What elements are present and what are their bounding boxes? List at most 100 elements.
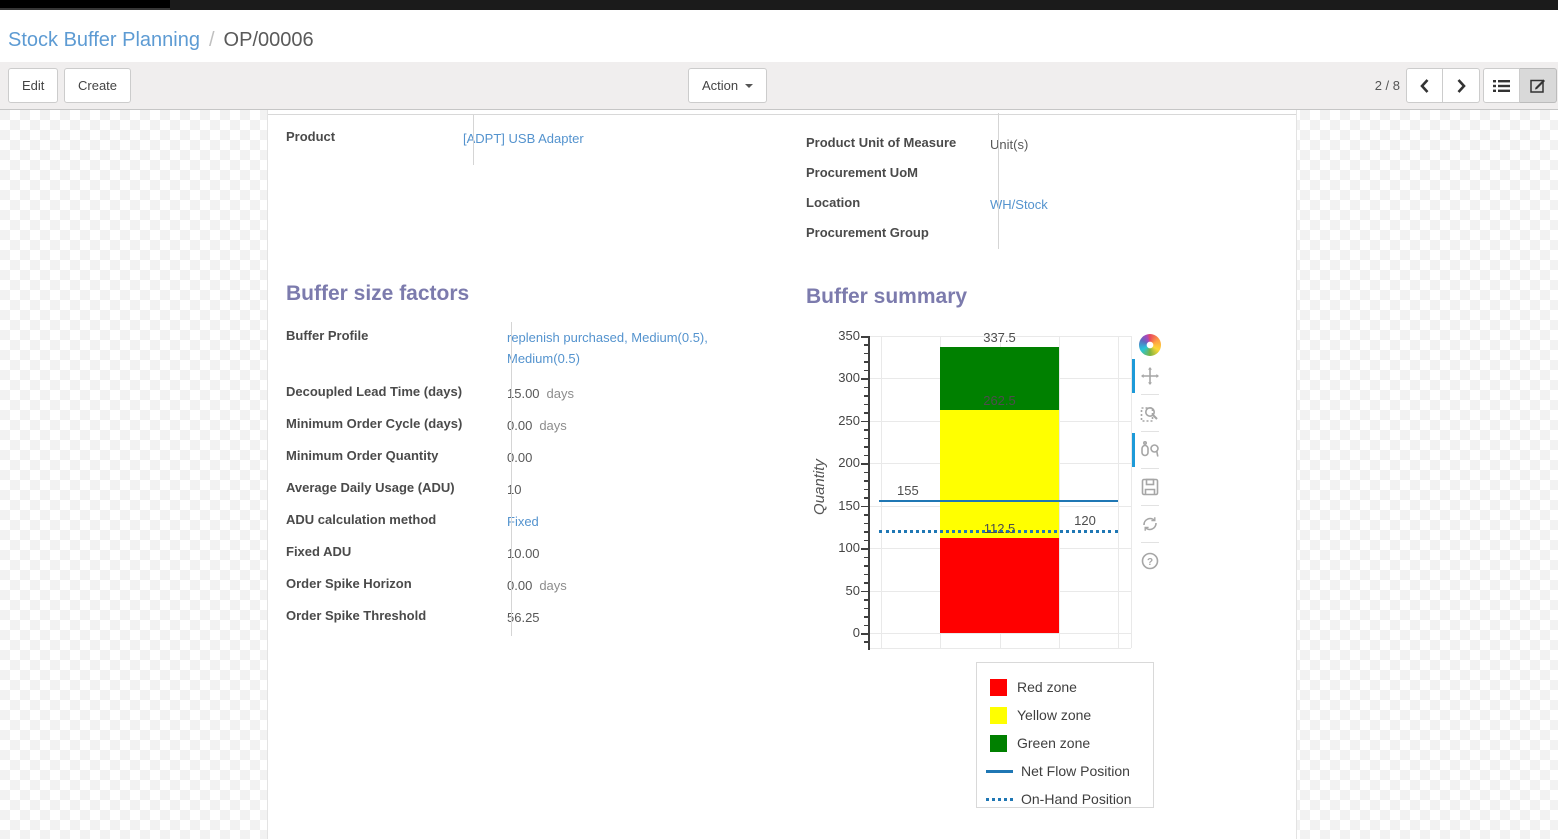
on-hand-position-line[interactable] — [879, 530, 1118, 534]
compare-hover-button[interactable] — [1132, 433, 1168, 467]
y-tick-minor — [863, 480, 868, 482]
field-value: 56.25 — [493, 608, 763, 629]
legend-item[interactable]: Red zone — [990, 673, 1153, 701]
reset-axes-icon — [1143, 517, 1157, 531]
field-value: 10.00 — [493, 544, 763, 565]
help-icon: ? — [1141, 552, 1159, 570]
y-tick-major — [861, 420, 868, 423]
field-value-link[interactable]: Fixed — [507, 514, 539, 529]
y-tick-minor — [863, 437, 868, 440]
buffer-factors-group: Buffer Profile replenish purchased, Mediu… — [286, 322, 781, 636]
save-snapshot-button[interactable] — [1132, 471, 1168, 503]
y-tick-minor — [863, 352, 868, 355]
y-tick-minor — [863, 531, 868, 533]
zone-yellow-zone[interactable] — [940, 410, 1059, 538]
y-tick-minor — [863, 624, 868, 626]
legend-label: Red zone — [1017, 679, 1077, 695]
column-divider — [998, 113, 999, 249]
field-label: Order Spike Threshold — [286, 608, 427, 623]
chevron-right-icon — [1457, 78, 1466, 93]
y-tick-minor — [863, 565, 868, 567]
y-tick-minor — [863, 471, 868, 474]
field-row: Product Unit of Measure Unit(s) — [806, 131, 1296, 161]
modebar-separator — [1141, 394, 1159, 395]
y-tick-label: 100 — [838, 540, 860, 556]
y-tick-minor — [863, 514, 868, 516]
modebar-separator — [1141, 542, 1159, 543]
pager-next-button[interactable] — [1443, 68, 1480, 103]
form-view-button[interactable] — [1520, 68, 1557, 103]
legend-label: Net Flow Position — [1021, 763, 1130, 779]
create-button[interactable]: Create — [64, 68, 132, 103]
field-label: Product Unit of Measure — [806, 135, 957, 150]
active-indicator — [1132, 359, 1135, 393]
zone-green-zone[interactable] — [940, 346, 1059, 411]
list-view-button[interactable] — [1483, 68, 1520, 103]
reset-axes-button[interactable] — [1132, 508, 1168, 540]
field-value-link[interactable]: replenish purchased, Medium(0.5), Medium… — [507, 330, 708, 366]
pan-button[interactable] — [1132, 359, 1168, 393]
field-row: Procurement UoM — [806, 161, 1296, 191]
field-value: replenish purchased, Medium(0.5), Medium… — [493, 328, 763, 370]
legend-swatch-square — [990, 678, 1007, 696]
field-label: ADU calculation method — [286, 512, 437, 527]
legend-swatch-square — [990, 706, 1007, 724]
field-row: Fixed ADU 10.00 — [286, 538, 781, 570]
field-row: Average Daily Usage (ADU) 10 — [286, 474, 781, 506]
pager-previous-button[interactable] — [1406, 68, 1443, 103]
field-row: Minimum Order Cycle (days) 0.00 days — [286, 410, 781, 442]
y-tick-major — [861, 548, 868, 550]
product-info-group-right: Product Unit of Measure Unit(s) Procuremen… — [806, 113, 1296, 251]
field-value-text: 10 — [507, 482, 522, 497]
zone-red-zone[interactable] — [940, 537, 1059, 633]
field-unit-suffix: days — [539, 578, 567, 593]
action-dropdown-button[interactable]: Action — [688, 68, 768, 103]
field-label: Average Daily Usage (ADU) — [286, 480, 455, 495]
chart-legend: Red zone Yellow zone Green zone Net Flow Po… — [976, 662, 1154, 808]
y-tick-major — [861, 505, 868, 508]
help-button[interactable]: ? — [1132, 545, 1168, 577]
chart-plot-area[interactable]: 0 50 100 150 200 250 300 350 155 120 112.5 262.5 337… — [838, 328, 1132, 650]
field-value: 10 — [493, 480, 763, 501]
net-flow-position-line[interactable] — [879, 500, 1118, 503]
svg-text:?: ? — [1147, 557, 1153, 568]
top-menu-strip — [0, 0, 1558, 10]
y-tick-label: 300 — [838, 370, 860, 386]
field-value-text: 15.00 — [507, 386, 540, 401]
breadcrumb-bar: Stock Buffer Planning / OP/00006 — [0, 10, 1558, 62]
plotly-logo-icon[interactable] — [1132, 330, 1168, 360]
y-tick-minor — [863, 395, 868, 397]
field-value-text: Unit(s) — [990, 137, 1029, 152]
field-value-text: 0.00 — [507, 578, 533, 593]
legend-swatch-square — [990, 734, 1007, 752]
legend-swatch-line — [986, 769, 1013, 773]
field-value-link[interactable]: [ADPT] USB Adapter — [463, 131, 584, 146]
field-value: WH/Stock — [980, 195, 1048, 216]
list-icon — [1493, 79, 1510, 92]
field-row: Order Spike Horizon 0.00 days — [286, 570, 781, 602]
breadcrumb-parent-link[interactable]: Stock Buffer Planning — [8, 29, 200, 51]
legend-item[interactable]: Net Flow Position — [986, 757, 1153, 785]
legend-item[interactable]: On-Hand Position — [986, 785, 1153, 813]
modebar-separator — [1141, 468, 1159, 469]
control-panel: Edit Create Action 2 / 8 — [0, 62, 1558, 110]
box-zoom-button[interactable] — [1132, 397, 1168, 429]
chart-modebar: ? — [1132, 330, 1168, 577]
y-axis-line — [868, 336, 870, 650]
legend-item[interactable]: Green zone — [990, 729, 1153, 757]
field-row: Order Spike Threshold 56.25 — [286, 602, 781, 634]
y-tick-major — [861, 378, 868, 380]
field-value-link[interactable]: WH/Stock — [990, 197, 1048, 212]
plot-border-right — [1131, 336, 1132, 648]
y-tick-label: 150 — [838, 497, 860, 513]
field-label: Procurement UoM — [806, 165, 918, 180]
field-row: Minimum Order Quantity 0.00 — [286, 442, 781, 474]
field-value: 0.00 days — [493, 416, 763, 437]
field-value-text: 56.25 — [507, 610, 540, 625]
field-value: Unit(s) — [980, 135, 1028, 156]
modebar-separator — [1141, 431, 1159, 432]
legend-item[interactable]: Yellow zone — [990, 701, 1153, 729]
gridline-v — [1118, 336, 1119, 648]
edit-button[interactable]: Edit — [8, 68, 59, 103]
